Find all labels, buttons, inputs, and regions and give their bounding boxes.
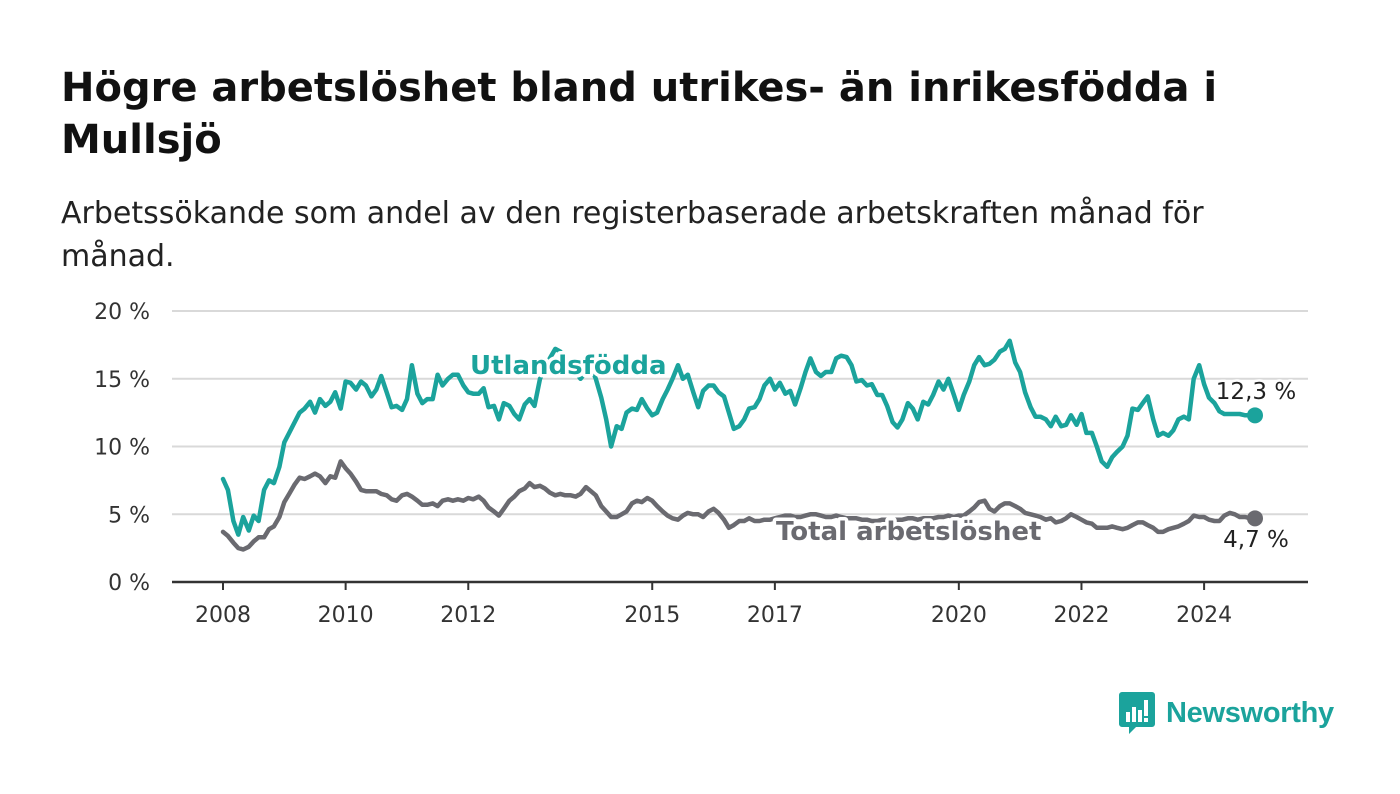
series-labels: Utlandsfödda Total arbetslöshet 12,3 % 4,7 …	[467, 348, 1299, 556]
x-tick-label: 2020	[931, 603, 987, 628]
newsworthy-logo-icon	[1119, 692, 1155, 734]
series-end-value-label: 4,7 %	[1223, 527, 1289, 553]
y-tick-label: 5 %	[108, 503, 150, 528]
series-lines	[220, 338, 1263, 552]
chart-title: Högre arbetslöshet bland utrikes- än inr…	[61, 65, 1218, 163]
x-tick-label: 2015	[624, 603, 680, 628]
x-tick-label: 2024	[1176, 603, 1232, 628]
x-tick-label: 2008	[195, 603, 251, 628]
x-tick-label: 2010	[318, 603, 374, 628]
series-line-utlandsfodda	[220, 338, 1258, 537]
series-end-marker	[1247, 407, 1263, 424]
brand-name: Newsworthy	[1166, 696, 1334, 729]
series-name-label: Utlandsfödda	[470, 351, 667, 381]
y-tick-label: 15 %	[94, 368, 150, 393]
y-tick-label: 0 %	[108, 571, 150, 596]
series-end-value-label: 12,3 %	[1216, 379, 1296, 405]
x-tick-label: 2022	[1053, 603, 1109, 628]
series-line-total	[220, 459, 1258, 552]
x-tick-label: 2012	[440, 603, 496, 628]
series-name-label: Total arbetslöshet	[776, 517, 1041, 547]
newsworthy-brand[interactable]: Newsworthy	[1118, 690, 1334, 736]
x-axis: 2008 2010 2012 2015 2017 2020 2022 2024	[172, 580, 1308, 628]
y-tick-label: 10 %	[94, 436, 150, 461]
y-tick-label: 20 %	[94, 300, 150, 325]
series-end-marker	[1247, 510, 1263, 527]
x-tick-label: 2017	[747, 603, 803, 628]
y-grid: 0 % 5 % 10 % 15 % 20 %	[94, 300, 1308, 596]
chart-subtitle: Arbetssökande som andel av den registerb…	[61, 196, 1204, 274]
